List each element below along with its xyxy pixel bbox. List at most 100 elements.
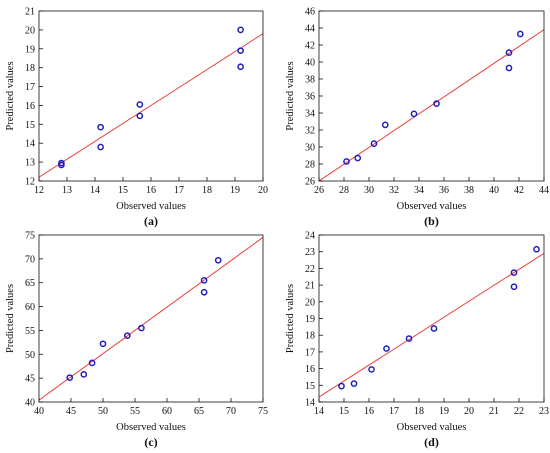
y-tick-label: 19 [305, 314, 315, 325]
x-tick-label: 16 [364, 406, 374, 417]
x-tick-label: 20 [258, 185, 268, 196]
x-tick-label: 15 [339, 406, 349, 417]
x-tick-label: 18 [202, 185, 212, 196]
x-tick-label: 40 [34, 406, 44, 417]
y-tick-label: 36 [305, 92, 315, 103]
y-tick-label: 14 [305, 398, 315, 409]
x-axis-label: Observed values [116, 422, 186, 433]
x-tick-label: 60 [162, 406, 172, 417]
y-tick-label: 40 [305, 58, 315, 69]
x-tick-label: 28 [339, 185, 349, 196]
x-axis-label: Observed values [397, 201, 467, 212]
y-tick-label: 65 [25, 278, 35, 289]
y-tick-label: 23 [305, 247, 315, 258]
plot-frame [38, 234, 264, 403]
y-tick-label: 21 [305, 281, 315, 292]
x-axis-label: Observed values [397, 422, 467, 433]
panel-a: 12 13 14 15 16 17 18 19 20 12 13 14 15 16 17 18 19 20 21 Ob… [5, 7, 268, 229]
data-point [88, 359, 96, 367]
y-tick-label: 28 [305, 160, 315, 171]
data-point [516, 30, 524, 38]
data-point [97, 123, 104, 131]
data-point [123, 332, 131, 340]
data-point [99, 340, 107, 348]
y-tick-label: 34 [305, 109, 315, 120]
data-point [97, 143, 104, 151]
data-point [510, 269, 518, 276]
panel-label: (d) [424, 435, 439, 449]
x-tick-label: 16 [146, 185, 156, 196]
data-point [505, 49, 513, 57]
x-tick-label: 26 [314, 185, 324, 196]
panel-label: (c) [144, 435, 157, 449]
x-tick-label: 55 [130, 406, 140, 417]
x-tick-label: 40 [489, 185, 499, 196]
x-tick-label: 23 [539, 406, 549, 417]
x-tick-label: 30 [364, 185, 374, 196]
y-tick-label: 14 [25, 139, 35, 150]
data-point [505, 64, 513, 72]
y-tick-label: 12 [25, 177, 35, 188]
x-tick-label: 44 [539, 185, 549, 196]
data-point [136, 112, 144, 120]
data-point [354, 154, 362, 162]
y-axis-label: Predicted values [285, 61, 296, 130]
x-tick-label: 17 [174, 185, 184, 196]
y-axis-label: Predicted values [5, 61, 16, 130]
y-tick-label: 15 [25, 120, 35, 131]
y-tick-label: 40 [25, 398, 35, 409]
y-tick-label: 21 [25, 7, 35, 18]
data-point [237, 26, 244, 34]
y-tick-label: 18 [305, 331, 315, 342]
y-tick-label: 24 [305, 231, 315, 242]
data-point [237, 63, 244, 71]
x-tick-label: 17 [389, 406, 399, 417]
data-point [200, 288, 208, 296]
y-tick-label: 38 [305, 75, 315, 86]
x-tick-label: 15 [118, 185, 128, 196]
data-point [58, 159, 65, 167]
y-tick-label: 70 [25, 254, 35, 265]
y-tick-label: 50 [25, 350, 35, 361]
data-point [433, 100, 440, 108]
data-point [410, 110, 418, 118]
y-tick-label: 44 [305, 24, 315, 35]
data-point [200, 276, 208, 284]
x-tick-label: 22 [514, 406, 524, 417]
x-tick-label: 36 [439, 185, 449, 196]
x-tick-label: 70 [226, 406, 236, 417]
x-tick-label: 65 [194, 406, 204, 417]
y-tick-label: 60 [25, 302, 35, 313]
data-point [405, 335, 413, 342]
y-tick-label: 20 [305, 297, 315, 308]
data-point [80, 370, 88, 378]
data-point [350, 380, 358, 387]
x-tick-label: 50 [98, 406, 108, 417]
x-tick-label: 12 [34, 185, 44, 196]
y-tick-label: 18 [25, 63, 35, 74]
y-tick-label: 75 [25, 231, 35, 242]
data-point [138, 324, 145, 332]
plot-frame [318, 10, 545, 182]
x-tick-label: 21 [489, 406, 499, 417]
x-tick-label: 75 [258, 406, 268, 417]
y-tick-label: 55 [25, 326, 35, 337]
x-tick-label: 19 [439, 406, 449, 417]
y-tick-label: 13 [25, 158, 35, 169]
y-axis-label: Predicted values [285, 284, 296, 353]
y-tick-label: 42 [305, 41, 315, 52]
x-tick-label: 38 [464, 185, 474, 196]
x-tick-label: 20 [464, 406, 474, 417]
panel-d: 14 15 16 17 18 19 20 21 22 23 14 15 16 17 18 19 20 21 22 23… [285, 231, 549, 450]
fit-line [39, 33, 263, 178]
data-point [381, 121, 389, 129]
x-tick-label: 42 [514, 185, 524, 196]
data-point [430, 325, 438, 332]
data-point [368, 366, 375, 373]
panel-label: (b) [424, 214, 439, 228]
data-point [343, 158, 350, 165]
y-tick-label: 22 [305, 264, 315, 275]
panel-c: 40 45 50 55 60 65 70 75 40 45 50 55 60 65 70 75 Observed… [5, 231, 268, 450]
x-tick-label: 45 [66, 406, 76, 417]
y-tick-label: 19 [25, 44, 35, 55]
